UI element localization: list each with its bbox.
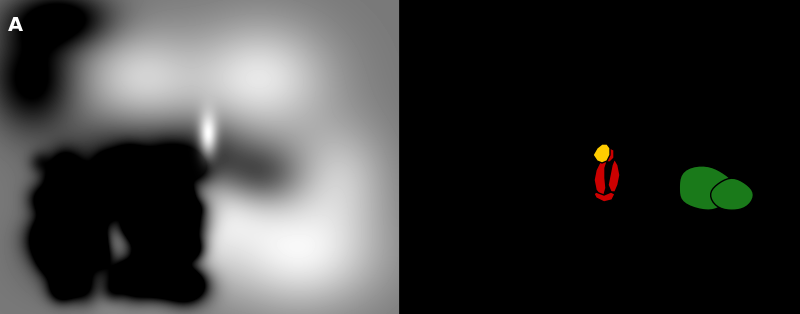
Polygon shape [679, 166, 735, 210]
Polygon shape [608, 158, 620, 192]
Text: A: A [8, 16, 23, 35]
Text: B: B [408, 16, 422, 35]
Polygon shape [594, 160, 607, 195]
Polygon shape [710, 178, 754, 210]
Polygon shape [594, 192, 615, 202]
Polygon shape [600, 148, 614, 162]
Polygon shape [593, 144, 610, 163]
